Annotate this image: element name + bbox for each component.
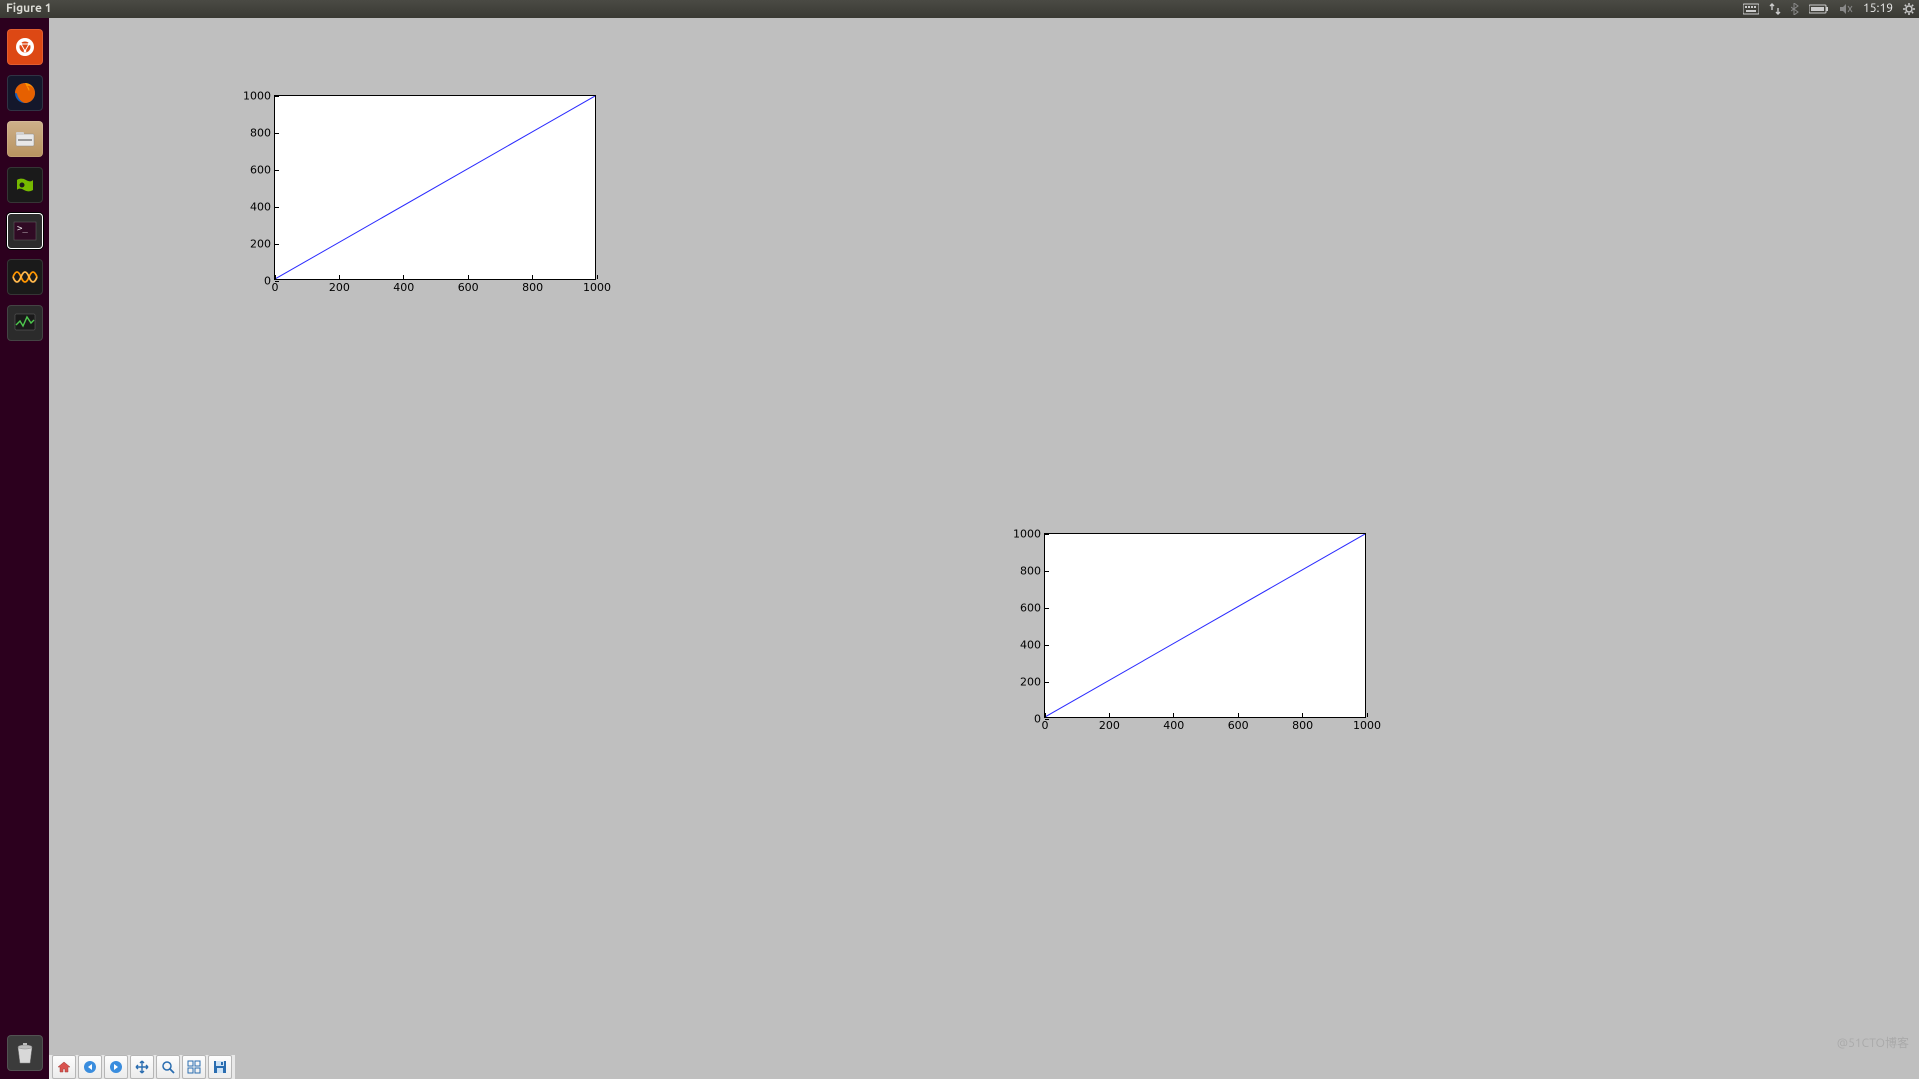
back-button[interactable] [78, 1055, 102, 1079]
clock[interactable]: 15:19 [1863, 0, 1893, 18]
xtick-label: 800 [1292, 717, 1313, 732]
trash-icon[interactable] [7, 1035, 43, 1071]
top-menubar: Figure 1 15:19 [0, 0, 1919, 18]
ytick-label: 600 [1020, 602, 1045, 615]
ytick-label: 200 [1020, 676, 1045, 689]
ytick-label: 200 [250, 238, 275, 251]
ytick-label: 400 [250, 201, 275, 214]
xtick-label: 600 [458, 279, 479, 294]
xtick-label: 600 [1228, 717, 1249, 732]
matplotlib-toolbar [49, 1054, 235, 1079]
network-icon[interactable] [1769, 3, 1781, 15]
svg-text:>_: >_ [17, 224, 28, 234]
battery-icon[interactable] [1809, 4, 1829, 14]
files-icon[interactable] [7, 121, 43, 157]
xtick-label: 400 [1163, 717, 1184, 732]
zoom-button[interactable] [156, 1055, 180, 1079]
volume-mute-icon[interactable] [1839, 3, 1853, 15]
system-monitor-icon[interactable] [7, 305, 43, 341]
subplots-button[interactable] [182, 1055, 206, 1079]
xtick-label: 400 [393, 279, 414, 294]
forward-button[interactable] [104, 1055, 128, 1079]
line-plot-2 [1045, 534, 1365, 717]
firefox-icon[interactable] [7, 75, 43, 111]
xtick-label: 0 [272, 279, 279, 294]
subplot-bottom-right: 0200400600800100002004006008001000 [1044, 533, 1366, 718]
save-button[interactable] [208, 1055, 232, 1079]
ytick-label: 800 [250, 127, 275, 140]
pan-button[interactable] [130, 1055, 154, 1079]
keyboard-icon[interactable] [1743, 3, 1759, 15]
xtick-label: 0 [1042, 717, 1049, 732]
wave-app-icon[interactable] [7, 259, 43, 295]
home-button[interactable] [52, 1055, 76, 1079]
gear-icon[interactable] [1903, 3, 1915, 15]
dash-icon[interactable] [7, 29, 43, 65]
nvidia-icon[interactable] [7, 167, 43, 203]
watermark: @51CTO博客 [1837, 1034, 1909, 1051]
bluetooth-icon[interactable] [1791, 3, 1799, 15]
ytick-label: 800 [1020, 565, 1045, 578]
system-tray: 15:19 [1743, 0, 1915, 18]
xtick-label: 200 [329, 279, 350, 294]
xtick-label: 1000 [1353, 717, 1381, 732]
xtick-label: 1000 [583, 279, 611, 294]
ytick-label: 1000 [1013, 528, 1045, 541]
unity-launcher: >_ [0, 18, 49, 1079]
subplot-top-left: 0200400600800100002004006008001000 [274, 95, 596, 280]
line-plot-1 [275, 96, 595, 279]
ytick-label: 600 [250, 164, 275, 177]
window-title: Figure 1 [6, 0, 52, 18]
terminal-icon[interactable]: >_ [7, 213, 43, 249]
ytick-label: 1000 [243, 90, 275, 103]
xtick-label: 800 [522, 279, 543, 294]
ytick-label: 400 [1020, 639, 1045, 652]
xtick-label: 200 [1099, 717, 1120, 732]
figure-canvas: 0200400600800100002004006008001000 02004… [49, 18, 1919, 1079]
